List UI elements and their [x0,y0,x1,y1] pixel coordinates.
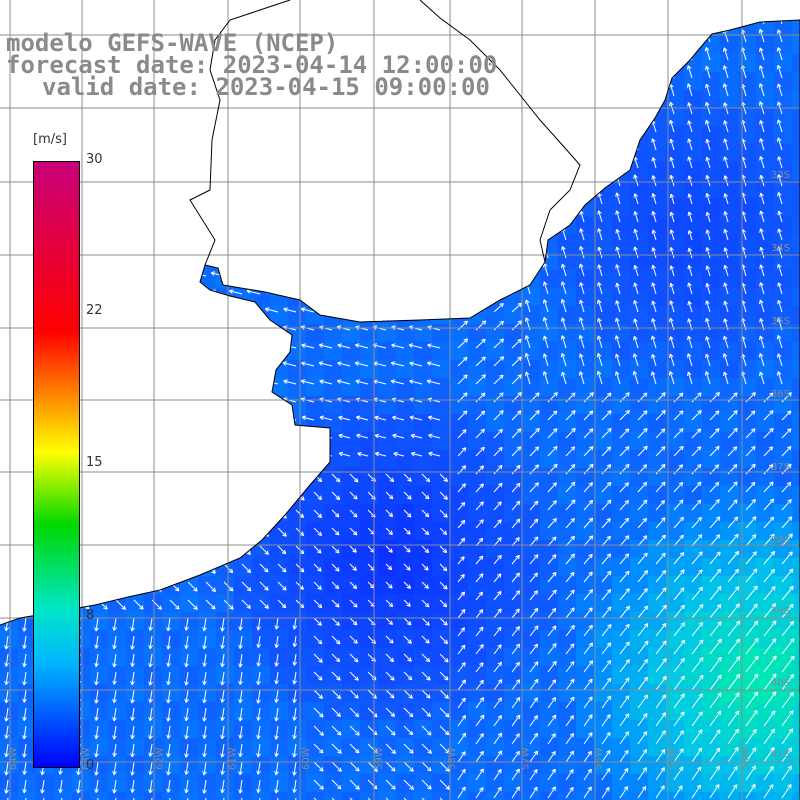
colorbar-tick-22: 22 [86,303,103,318]
lon-label: 56W [594,747,605,770]
colorbar-tick-30: 30 [86,152,103,167]
valid-date: valid date: 2023-04-15 09:00:00 [42,73,490,101]
lon-label: 62W [154,747,165,770]
colorbar-tick-8: 8 [86,608,95,623]
colorbar-unit: [m/s] [33,132,67,147]
lat-label: 36S [771,389,790,400]
latitude-labels: 33S 34S 35S 36S 37S 38S 39S 40S 41S [771,170,790,760]
colorbar [33,161,80,768]
forecast-date: forecast date: 2023-04-14 12:00:00 [6,51,498,79]
lon-label: 61W [228,747,239,770]
lon-label: 64W [8,747,19,770]
lat-label: 35S [771,316,790,327]
lon-label: 60W [301,747,312,770]
lat-label: 41S [771,749,790,760]
lat-label: 33S [771,170,790,181]
lat-label: 37S [771,462,790,473]
lat-label: 34S [771,243,790,254]
colorbar-tick-0: 0 [86,758,95,773]
lat-label: 38S [771,535,790,546]
lat-label: 39S [771,606,790,617]
longitude-labels: 64W63W62W61W60W59W58W57W56W55W54W53W [8,747,751,770]
colorbar-tick-15: 15 [86,455,103,470]
model-title: modelo GEFS-WAVE (NCEP) [6,29,339,57]
lat-label: 40S [771,678,790,689]
lon-label: 63W [81,747,92,770]
lon-label: 54W [740,747,751,770]
lon-label: 57W [520,747,531,770]
lon-label: 59W [374,747,385,770]
lon-label: 55W [667,747,678,770]
lon-label: 58W [447,747,458,770]
